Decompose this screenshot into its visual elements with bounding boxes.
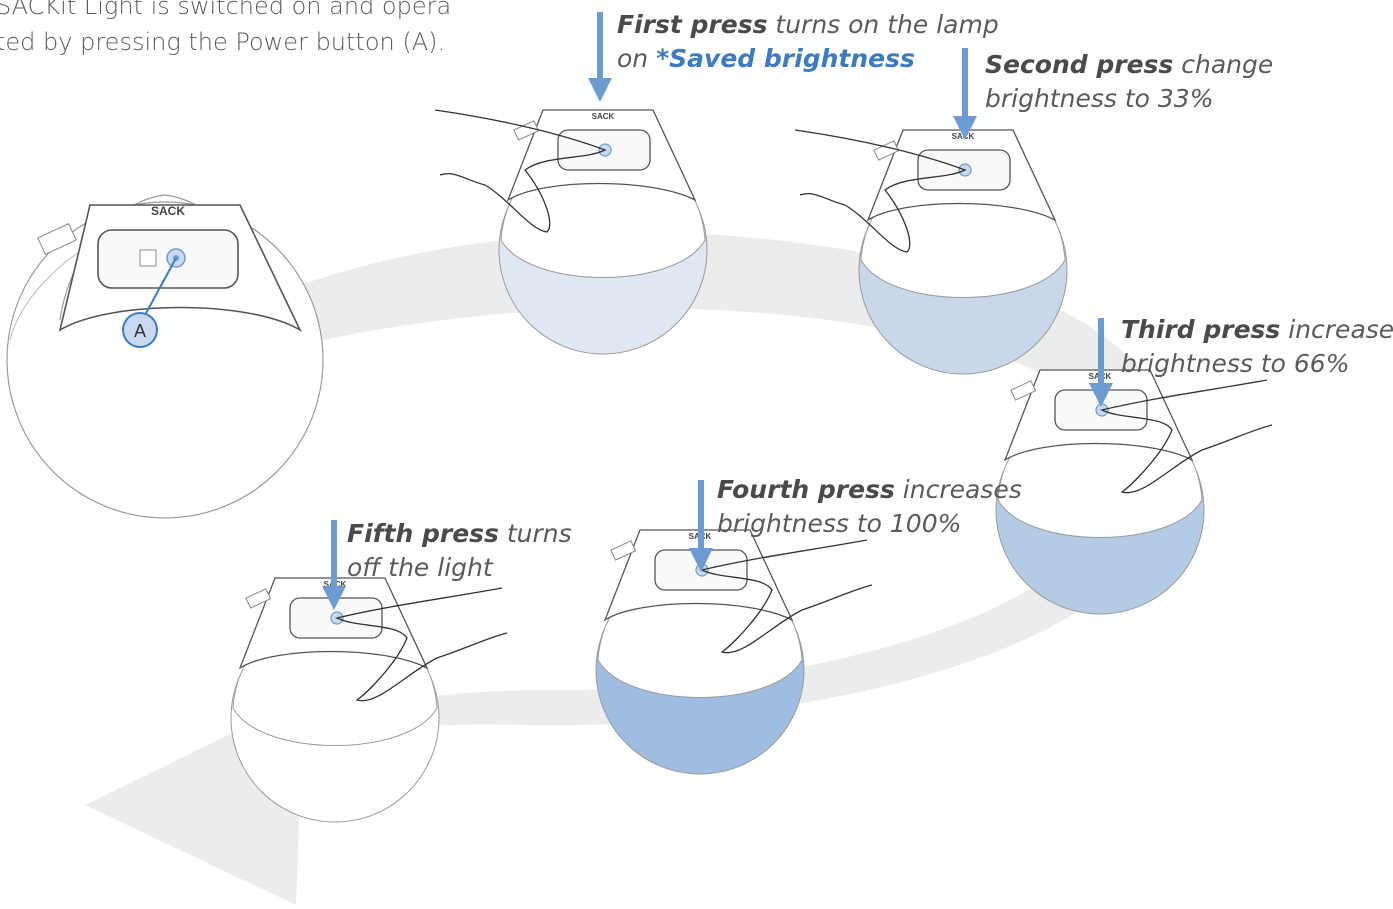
step4-text2: brightness to 100%: [717, 509, 962, 538]
intro-line-2: ted by pressing the Power button (A).: [0, 28, 446, 56]
main-lamp-brand: SACK: [151, 204, 185, 218]
step2-lamp: SACK: [794, 129, 1068, 375]
step4-lamp: SACK: [595, 529, 873, 775]
step3-lamp: SACK: [995, 369, 1273, 615]
step2-caption: Second press change brightness to 33%: [985, 48, 1273, 116]
saved-brightness-link: *Saved brightness: [656, 44, 915, 73]
step2-text2: brightness to 33%: [985, 84, 1214, 113]
step4-text1: increases: [894, 475, 1022, 504]
step4-hand: [700, 539, 873, 654]
step-arrows: [322, 12, 1113, 610]
step1-text2: on: [617, 44, 657, 73]
step5-text1: turns: [498, 519, 572, 548]
step3-caption: Third press increases brightness to 66%: [1121, 313, 1393, 381]
step2-text1: change: [1173, 50, 1274, 79]
step5-hand: [335, 587, 508, 702]
step1-text1: turns on the lamp: [767, 10, 999, 39]
intro-text: SACKit Light is switched on and opera te…: [0, 0, 451, 60]
step3-bold: Third press: [1121, 315, 1281, 344]
step1-brand: SACK: [592, 112, 615, 121]
step1-bold: First press: [617, 10, 768, 39]
intro-line-1: SACKit Light is switched on and opera: [0, 0, 452, 20]
step1-hand: [434, 109, 607, 233]
main-brand-text: SACK: [151, 204, 185, 218]
step5-text2: off the light: [347, 553, 493, 582]
step5-bold: Fifth press: [347, 519, 499, 548]
callout-a-label: A: [134, 321, 146, 341]
main-lamp: SACK A: [6, 194, 324, 519]
step3-text2: brightness to 66%: [1121, 349, 1350, 378]
step2-hand: [794, 129, 967, 253]
step2-brand: SACK: [952, 132, 975, 141]
callout-a: A: [134, 321, 146, 341]
step4-caption: Fourth press increases brightness to 100…: [717, 473, 1022, 541]
step3-hand: [1100, 379, 1273, 494]
step1-lamp: SACK: [434, 109, 708, 355]
step2-bold: Second press: [985, 50, 1174, 79]
step5-lamp: SACK: [230, 577, 508, 823]
step5-caption: Fifth press turns off the light: [347, 517, 572, 585]
step4-bold: Fourth press: [717, 475, 895, 504]
step3-text1: increases: [1288, 315, 1393, 344]
step1-caption: First press turns on the lamp on *Saved …: [617, 8, 999, 76]
